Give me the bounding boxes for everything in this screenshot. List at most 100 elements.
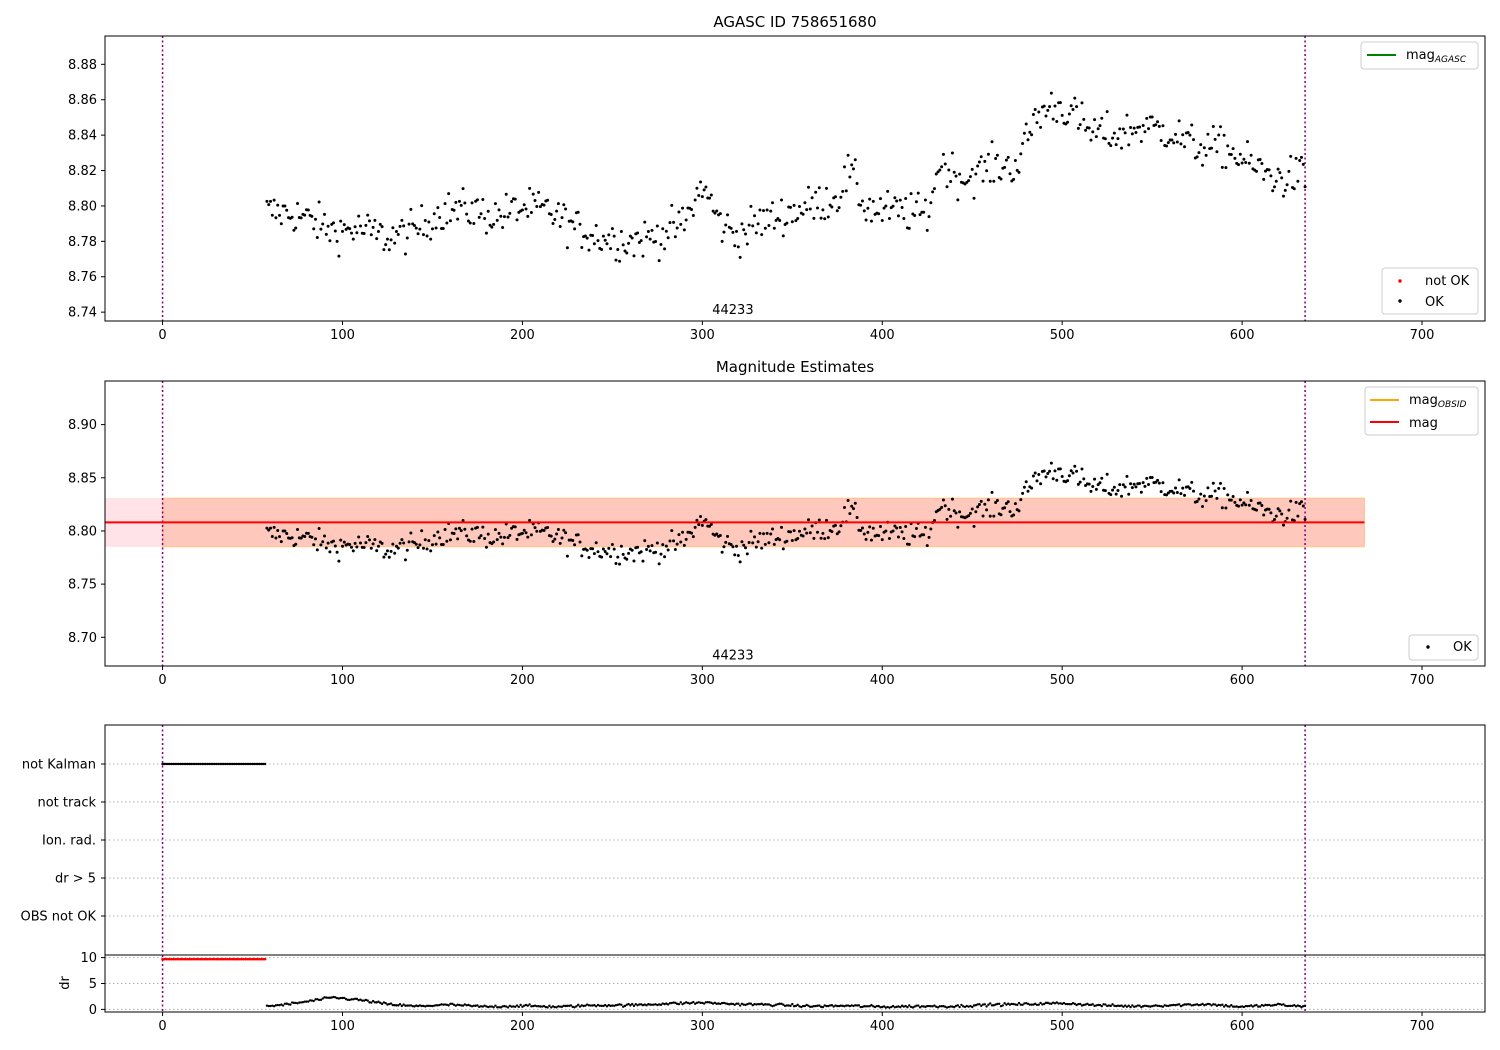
dr-not-kalman-point — [260, 957, 263, 961]
ok-point — [315, 236, 319, 240]
y-tick-label: 0 — [89, 1003, 97, 1018]
ok-point — [328, 550, 332, 554]
ok-point — [699, 180, 703, 184]
ok-point — [466, 219, 470, 223]
dr-point — [452, 1003, 456, 1006]
ok-point — [1013, 159, 1017, 163]
ok-point — [655, 224, 659, 228]
not-kalman-point — [238, 762, 242, 766]
ok-point — [781, 234, 785, 238]
dr-point — [960, 1003, 963, 1007]
not-kalman-point — [184, 762, 188, 766]
dr-point — [391, 1003, 395, 1007]
ok-point — [484, 231, 488, 235]
dr-point — [731, 1002, 735, 1006]
dr-not-kalman-point — [249, 957, 253, 961]
ok-point — [751, 224, 755, 228]
ok-point — [780, 198, 784, 202]
ok-point — [332, 539, 336, 543]
dr-point — [789, 1004, 792, 1008]
dr-point — [557, 1005, 560, 1008]
not-kalman-point — [262, 762, 265, 766]
ok-point — [382, 555, 386, 559]
ok-point — [972, 196, 976, 200]
ok-point — [1202, 494, 1206, 498]
dr-point — [328, 996, 332, 999]
ok-point — [447, 192, 451, 196]
y-tick-label: 8.75 — [68, 578, 97, 593]
ok-point — [1172, 141, 1176, 145]
ok-point — [853, 158, 857, 162]
ok-point — [312, 227, 316, 231]
dr-point — [778, 1002, 781, 1005]
ok-point — [733, 244, 737, 248]
ok-point — [434, 542, 438, 546]
dr-point — [819, 1005, 823, 1009]
ok-point — [1127, 492, 1131, 496]
ok-point — [495, 538, 499, 542]
legend-ok-marker — [1398, 299, 1402, 303]
ok-point — [762, 209, 766, 213]
ok-point — [1254, 508, 1258, 512]
dr-point — [882, 1005, 886, 1008]
dr-point — [1156, 1004, 1159, 1008]
ok-point — [988, 514, 992, 518]
ok-point — [414, 542, 418, 546]
ok-point — [1127, 143, 1131, 147]
dr-point — [1284, 1004, 1287, 1007]
ok-point — [607, 233, 611, 237]
ok-point — [618, 562, 622, 566]
ok-point — [607, 546, 611, 550]
dr-point — [584, 1004, 587, 1007]
ok-point — [1145, 476, 1149, 480]
ok-point — [1276, 167, 1280, 171]
ok-point — [986, 152, 990, 156]
ok-point — [648, 549, 652, 553]
dr-point — [719, 1002, 722, 1006]
magnitude-x-axis: 0 100 200 300 400 500 600 700 — [158, 666, 1434, 688]
dr-point — [1280, 1003, 1283, 1006]
ok-point — [625, 251, 629, 255]
dr-point — [1226, 1005, 1229, 1008]
ok-point — [659, 243, 663, 247]
dr-point — [668, 1001, 672, 1005]
ok-point — [907, 542, 911, 546]
dr-point — [801, 1004, 805, 1008]
ok-point — [1105, 472, 1109, 476]
ok-point — [817, 518, 821, 522]
ok-point — [522, 528, 526, 532]
ok-point — [1141, 124, 1145, 128]
ok-point — [339, 219, 343, 223]
ok-point — [1280, 512, 1284, 516]
ok-point — [918, 213, 922, 217]
dr-point — [1300, 1006, 1303, 1009]
dr-point — [1163, 1004, 1166, 1007]
dr-point — [594, 1005, 598, 1008]
dr-point — [442, 1003, 445, 1006]
ok-point — [753, 535, 757, 539]
agasc-legend-upper: magAGASC — [1360, 41, 1479, 70]
dr-not-kalman-point — [229, 957, 233, 961]
ok-point — [1246, 140, 1250, 144]
dr-not-kalman-point — [168, 957, 172, 961]
not-kalman-point — [253, 762, 256, 766]
dr-point — [1145, 1004, 1148, 1008]
ok-point — [337, 254, 341, 258]
ok-point — [859, 203, 863, 207]
dr-point — [895, 1005, 898, 1009]
ok-point — [711, 209, 715, 213]
dr-point — [657, 1003, 661, 1006]
legend-mag-agasc-label-main: mag — [1406, 48, 1435, 63]
ok-point — [1215, 150, 1219, 154]
dr-point — [420, 1004, 423, 1008]
dr-point — [702, 1002, 706, 1005]
ok-point — [555, 209, 559, 213]
ok-point — [1021, 141, 1025, 145]
dr-point — [783, 1004, 787, 1008]
ok-point — [988, 179, 992, 183]
ok-point — [1177, 119, 1181, 123]
ok-point — [781, 547, 785, 551]
ok-point — [977, 503, 981, 507]
ok-point — [1175, 140, 1179, 144]
dr-point — [1194, 1003, 1197, 1006]
